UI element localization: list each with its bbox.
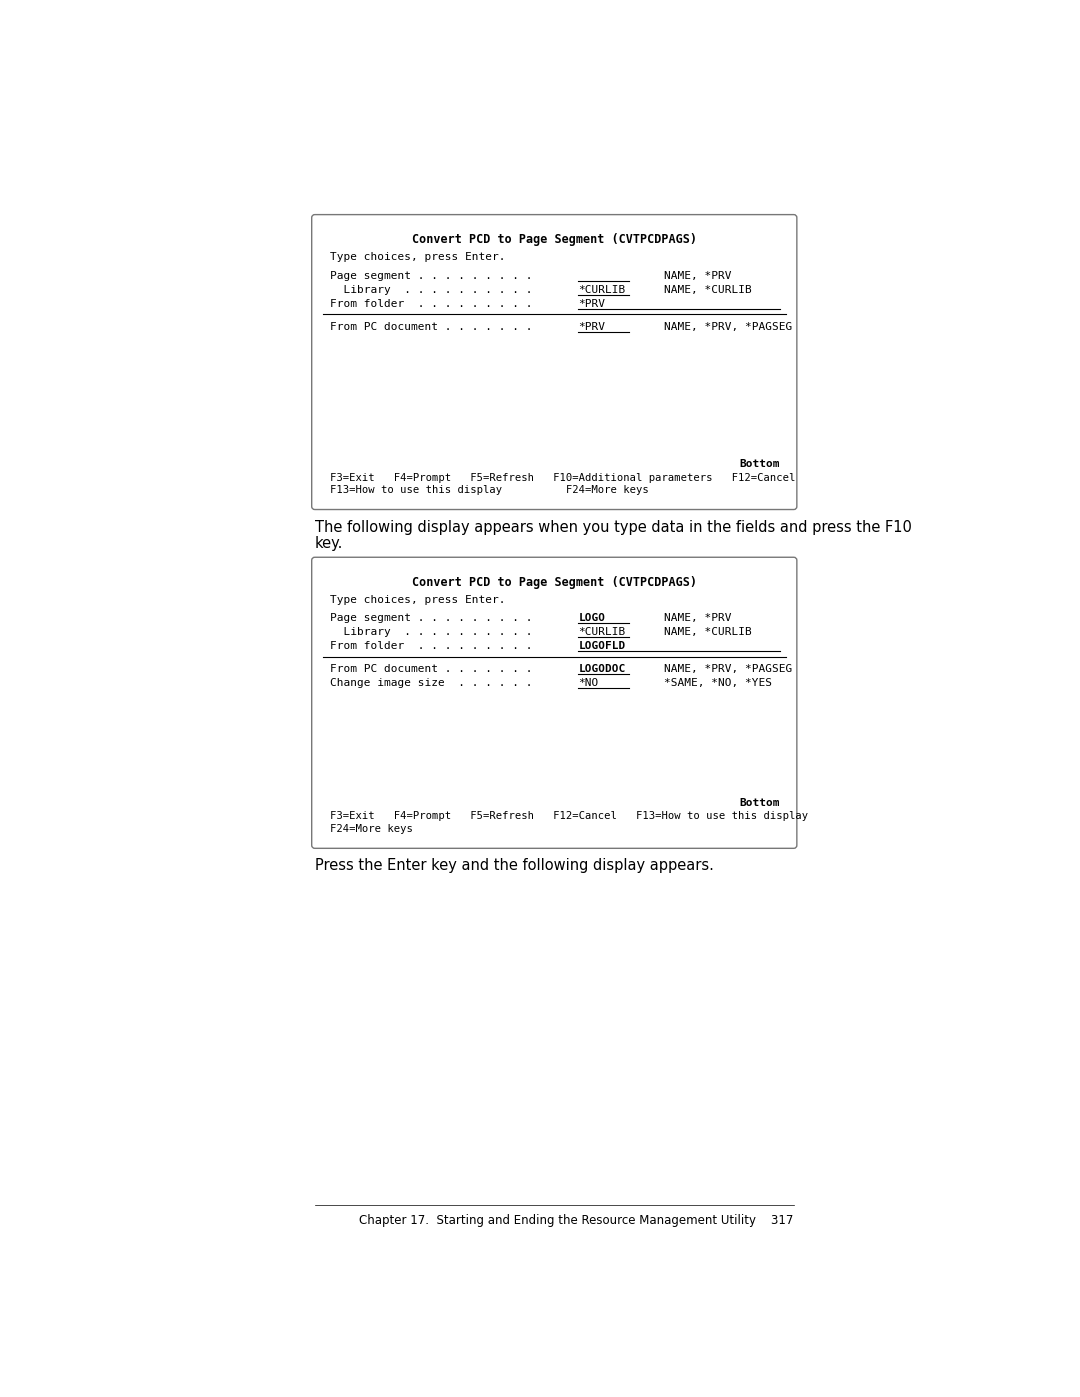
Text: *CURLIB: *CURLIB (578, 285, 625, 295)
Text: Library  . . . . . . . . . .: Library . . . . . . . . . . (330, 285, 532, 295)
Text: Type choices, press Enter.: Type choices, press Enter. (330, 595, 505, 605)
Text: NAME, *PRV, *PAGSEG: NAME, *PRV, *PAGSEG (663, 665, 792, 675)
Text: F3=Exit   F4=Prompt   F5=Refresh   F10=Additional parameters   F12=Cancel: F3=Exit F4=Prompt F5=Refresh F10=Additio… (330, 472, 796, 482)
Text: NAME, *PRV: NAME, *PRV (663, 271, 731, 281)
Text: Bottom: Bottom (740, 458, 780, 469)
Text: Type choices, press Enter.: Type choices, press Enter. (330, 253, 505, 263)
Text: Convert PCD to Page Segment (CVTPCDPAGS): Convert PCD to Page Segment (CVTPCDPAGS) (411, 576, 697, 588)
Text: LOGODOC: LOGODOC (578, 665, 625, 675)
Text: Press the Enter key and the following display appears.: Press the Enter key and the following di… (314, 858, 714, 873)
Text: NAME, *CURLIB: NAME, *CURLIB (663, 627, 752, 637)
Text: From folder  . . . . . . . . .: From folder . . . . . . . . . (330, 299, 532, 309)
FancyBboxPatch shape (312, 215, 797, 510)
Text: Page segment . . . . . . . . .: Page segment . . . . . . . . . (330, 271, 532, 281)
Text: Change image size  . . . . . .: Change image size . . . . . . (330, 678, 532, 689)
Text: F3=Exit   F4=Prompt   F5=Refresh   F12=Cancel   F13=How to use this display: F3=Exit F4=Prompt F5=Refresh F12=Cancel … (330, 812, 809, 821)
Text: *PRV: *PRV (578, 321, 605, 331)
FancyBboxPatch shape (312, 557, 797, 848)
Text: From folder  . . . . . . . . .: From folder . . . . . . . . . (330, 641, 532, 651)
Text: Chapter 17.  Starting and Ending the Resource Management Utility    317: Chapter 17. Starting and Ending the Reso… (360, 1214, 794, 1227)
Text: F13=How to use this display          F24=More keys: F13=How to use this display F24=More key… (330, 485, 649, 495)
Text: NAME, *PRV: NAME, *PRV (663, 613, 731, 623)
Text: The following display appears when you type data in the fields and press the F10: The following display appears when you t… (314, 520, 912, 535)
Text: Page segment . . . . . . . . .: Page segment . . . . . . . . . (330, 613, 532, 623)
Text: *SAME, *NO, *YES: *SAME, *NO, *YES (663, 678, 771, 689)
Text: From PC document . . . . . . .: From PC document . . . . . . . (330, 321, 532, 331)
Text: *PRV: *PRV (578, 299, 605, 309)
Text: NAME, *CURLIB: NAME, *CURLIB (663, 285, 752, 295)
Text: From PC document . . . . . . .: From PC document . . . . . . . (330, 665, 532, 675)
Text: Bottom: Bottom (740, 798, 780, 807)
Text: Convert PCD to Page Segment (CVTPCDPAGS): Convert PCD to Page Segment (CVTPCDPAGS) (411, 233, 697, 246)
Text: LOGOFLD: LOGOFLD (578, 641, 625, 651)
Text: NAME, *PRV, *PAGSEG: NAME, *PRV, *PAGSEG (663, 321, 792, 331)
Text: *CURLIB: *CURLIB (578, 627, 625, 637)
Text: *NO: *NO (578, 678, 598, 689)
Text: LOGO: LOGO (578, 613, 605, 623)
Text: F24=More keys: F24=More keys (330, 824, 414, 834)
Text: Library  . . . . . . . . . .: Library . . . . . . . . . . (330, 627, 532, 637)
Text: key.: key. (314, 536, 343, 552)
